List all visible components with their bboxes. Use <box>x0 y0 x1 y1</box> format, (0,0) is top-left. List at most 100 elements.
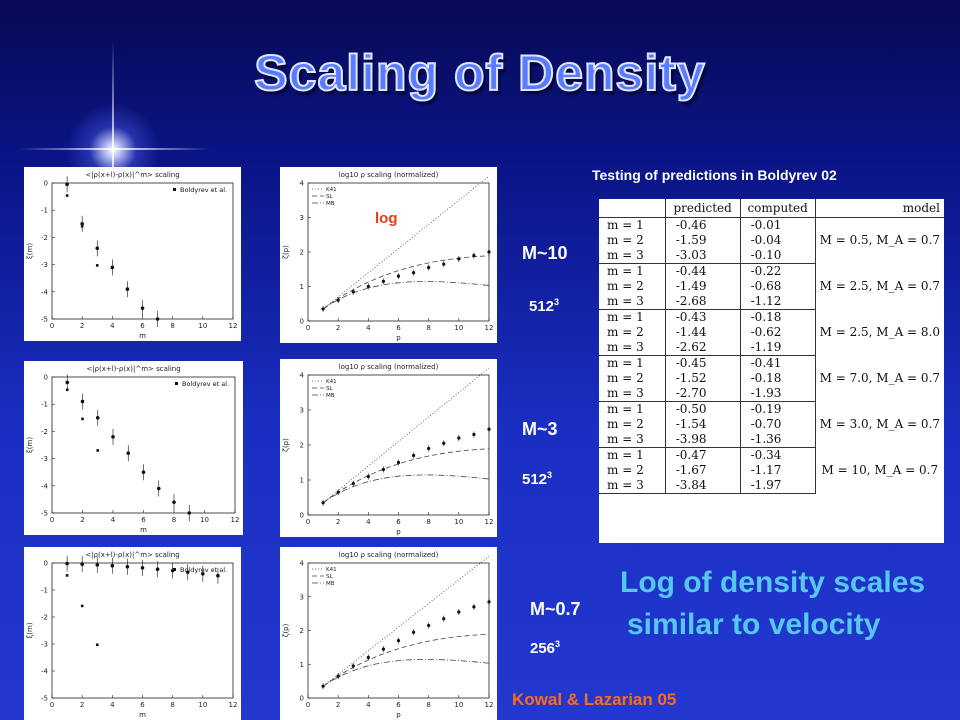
data-point <box>170 568 175 573</box>
x-tick-label: 12 <box>485 518 494 526</box>
data-point <box>487 427 491 431</box>
y-tick-label: 0 <box>44 374 48 382</box>
data-point <box>396 639 401 643</box>
data-point <box>126 451 131 455</box>
legend-label-k41: K41 <box>326 379 337 385</box>
table-caption: Testing of predictions in Boldyrev 02 <box>592 167 837 183</box>
reference-point <box>80 604 84 608</box>
mb-curve <box>322 659 490 687</box>
data-point <box>351 481 355 486</box>
y-tick-label: -1 <box>41 207 48 215</box>
table-row: m = 2 -1.54 -0.70 <box>599 417 944 432</box>
y-tick-label: -4 <box>41 668 49 676</box>
data-point <box>472 253 476 258</box>
y-tick-label: -4 <box>41 482 49 490</box>
statement-line-1: Log of density scales <box>620 566 926 599</box>
data-point <box>351 664 355 668</box>
y-tick-label: -5 <box>41 316 48 324</box>
y-tick-label: -2 <box>41 428 48 436</box>
y-tick-label: 4 <box>300 372 305 380</box>
x-tick-label: 4 <box>111 516 116 524</box>
x-tick-label: 10 <box>454 518 463 526</box>
computed-cell: -1.36 <box>740 432 816 448</box>
computed-cell: -0.41 <box>740 355 816 371</box>
sl-curve <box>322 448 490 504</box>
moment-cell: m = 1 <box>599 263 666 279</box>
data-point <box>111 435 115 439</box>
x-tick-label: 2 <box>336 701 340 709</box>
reference-point <box>96 449 100 452</box>
table-row: m = 3 -2.68 -1.12 <box>599 294 944 310</box>
log-density-plot-m07: log10 ρ scaling (normalized) 0 2 4 6 8 10 12 0 1 2… <box>280 547 497 720</box>
predicted-cell: -1.59 <box>665 233 741 248</box>
predicted-cell: -1.44 <box>665 325 741 340</box>
data-point <box>487 250 491 254</box>
lens-flare-ray <box>20 148 210 150</box>
data-point <box>457 610 461 614</box>
structure-function-plot-m10: <|ρ(x+l)-ρ(x)|^m> scaling 0 2 4 6 8 10 12 0 -1 -2 -… <box>24 167 241 341</box>
y-tick-label: 2 <box>300 627 304 635</box>
data-point <box>366 284 370 289</box>
data-point <box>80 222 84 226</box>
plot-title: <|ρ(x+l)-ρ(x)|^m> scaling <box>85 171 179 179</box>
data-point <box>472 432 476 437</box>
data-point <box>65 182 69 187</box>
data-point <box>110 265 115 270</box>
x-tick-label: 8 <box>170 322 174 330</box>
predictions-table: predicted computed model m = 1 -0.46 -0.01… <box>599 199 944 543</box>
data-point <box>472 605 476 609</box>
x-axis-label: m <box>140 526 147 534</box>
computed-cell: -1.17 <box>740 463 816 478</box>
legend-label-k41: K41 <box>326 187 337 193</box>
data-point <box>140 566 145 570</box>
reference-point <box>81 417 84 421</box>
x-axis-label: m <box>139 332 146 340</box>
x-tick-label: 10 <box>198 701 207 709</box>
x-tick-label: 12 <box>231 516 240 524</box>
y-tick-label: -1 <box>41 587 48 595</box>
x-tick-label: 6 <box>396 701 401 709</box>
data-point <box>65 561 69 566</box>
data-point <box>321 501 325 505</box>
x-tick-label: 2 <box>80 701 84 709</box>
data-point <box>125 287 130 291</box>
x-tick-label: 2 <box>336 518 340 526</box>
model-cell: M = 10, M_A = 0.7 <box>821 463 939 477</box>
data-point <box>457 436 461 440</box>
mach-label-1: M~10 <box>522 243 568 263</box>
legend-marker <box>173 568 176 571</box>
plot-frame <box>51 562 234 699</box>
reference-point <box>65 194 69 197</box>
data-point <box>321 307 325 311</box>
log-label: log <box>375 210 398 227</box>
data-point <box>185 570 190 574</box>
resolution-label-2: 5123 <box>522 470 553 488</box>
data-point <box>141 470 146 474</box>
predicted-cell: -0.44 <box>665 263 741 279</box>
x-tick-label: 4 <box>110 701 115 709</box>
computed-cell: -1.19 <box>740 340 816 356</box>
data-point <box>201 572 205 576</box>
moment-cell: m = 3 <box>599 478 666 494</box>
y-axis-label: ζ(p) <box>282 245 290 259</box>
data-point <box>411 453 416 458</box>
resolution-label-3: 2563 <box>530 639 561 657</box>
legend-label-sl: SL <box>326 574 333 580</box>
table-row: m = 3 -2.70 -1.93 <box>599 386 944 402</box>
y-tick-label: 0 <box>300 512 304 520</box>
y-axis-label: ζ(p) <box>282 438 290 452</box>
computed-cell: -0.22 <box>740 263 816 279</box>
lens-flare-ray <box>112 40 114 260</box>
data-point <box>321 684 325 688</box>
y-tick-label: 4 <box>300 560 305 568</box>
moment-cell: m = 2 <box>599 233 666 248</box>
computed-cell: -0.68 <box>740 279 816 294</box>
data-point <box>351 290 355 294</box>
header-blank <box>599 199 666 218</box>
legend-label-k41: K41 <box>326 567 337 573</box>
x-axis-label: p <box>396 528 401 536</box>
table-row: m = 1 -0.50 -0.19 M = 3.0, M_A = 0.7 <box>599 401 944 431</box>
y-tick-label: 1 <box>300 283 304 291</box>
y-tick-label: -3 <box>41 455 48 463</box>
data-point <box>80 399 85 404</box>
